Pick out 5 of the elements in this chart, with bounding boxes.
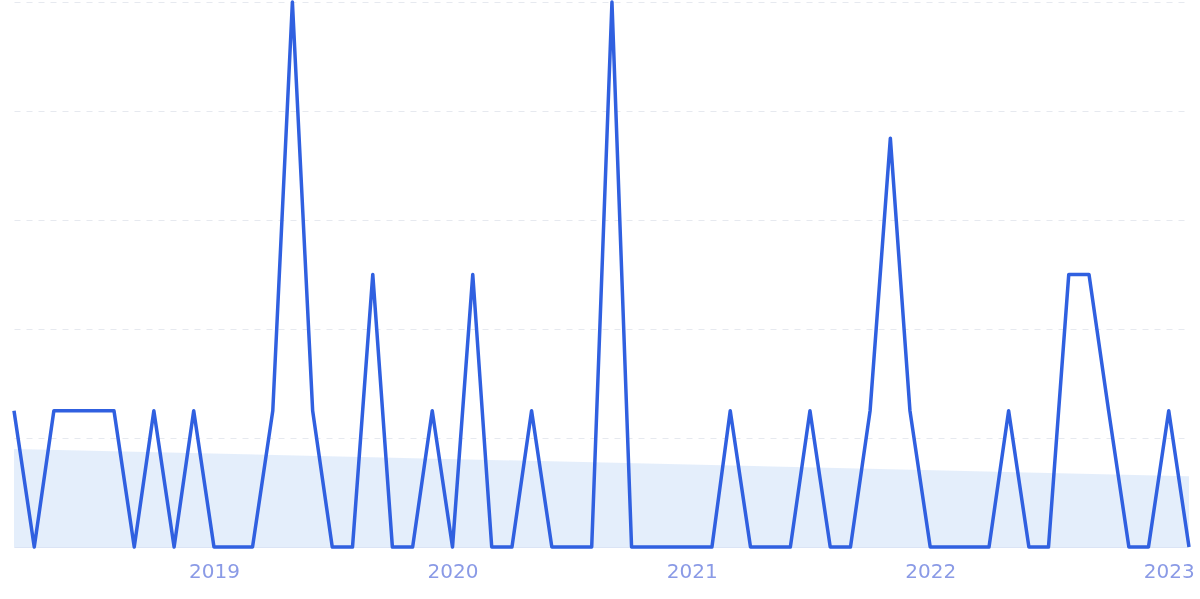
x-tick-label: 2020: [427, 558, 479, 583]
x-tick-label: 2023: [1143, 558, 1195, 583]
x-tick-label: 2022: [905, 558, 957, 583]
x-tick-label: 2021: [666, 558, 718, 583]
x-tick-label: 2019: [189, 558, 240, 583]
